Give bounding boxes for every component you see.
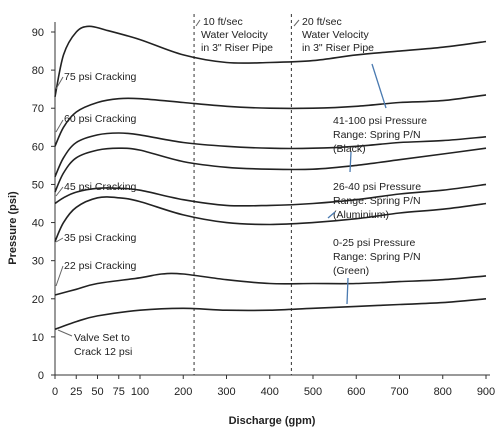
green-spring-line2: Range: Spring P/N [333,251,421,263]
black-spring-line3: (Black) [333,143,366,155]
pressure-curve-8 [54,298,487,331]
x-tick-label: 75 [113,386,125,398]
leader-v10 [195,19,201,27]
leader-60 [55,119,64,133]
x-tick-label: 700 [390,386,408,398]
leader-45 [55,186,64,197]
y-tick-label: 80 [32,65,44,77]
y-tick-label: 0 [38,370,44,382]
pressure-curve-4 [54,147,487,193]
leader-35 [55,237,64,243]
v20-label-line1: 20 ft/sec [302,16,342,28]
y-tick-label: 20 [32,294,44,306]
aluminium-spring-line3: (Aluminium) [333,209,389,221]
y-tick-label: 70 [32,103,44,115]
black-spring-line1: 41-100 psi Pressure [333,115,427,127]
leader-green-spring [346,277,349,305]
leader-12 [57,329,73,337]
green-spring-line3: (Green) [333,265,369,277]
v20-label-line3: in 3" Riser Pipe [302,42,374,54]
v10-label-line1: 10 ft/sec [203,16,243,28]
label-35-psi: 35 psi Cracking [64,232,137,244]
label-12-psi-line2: Crack 12 psi [74,346,132,358]
x-tick-label: 400 [261,386,279,398]
x-tick-label: 300 [217,386,235,398]
x-tick-label: 0 [52,386,58,398]
leader-aluminium-spring-2 [327,211,336,219]
tick-labels: 0 25 50 75 100 200 300 400 500 600 700 800 900 0 10 20 3… [32,27,495,398]
leader-22 [55,265,64,287]
aluminium-spring-line1: 26-40 psi Pressure [333,181,421,193]
y-tick-label: 60 [32,141,44,153]
pressure-curve-5 [54,183,487,207]
label-75-psi: 75 psi Cracking [64,71,137,83]
y-axis-label: Pressure (psi) [7,191,19,265]
pressure-curve-2 [54,94,487,147]
leader-black-spring [371,63,387,109]
label-45-psi: 45 psi Cracking [64,181,137,193]
aluminium-spring-line2: Range: Spring P/N [333,195,421,207]
pressure-curve-1 [54,25,487,97]
label-12-psi-line1: Valve Set to [74,332,130,344]
y-tick-label: 90 [32,27,44,39]
curves [54,25,487,331]
leader-v20 [293,19,300,27]
v20-label-line2: Water Velocity [302,29,369,41]
pressure-curve-3 [54,132,487,178]
v10-label-line2: Water Velocity [201,29,268,41]
leader-75 [55,76,64,90]
green-spring-line1: 0-25 psi Pressure [333,237,415,249]
leader-aluminium-spring [349,151,352,173]
pressure-curve-6 [54,196,487,242]
x-tick-label: 800 [434,386,452,398]
y-tick-label: 40 [32,218,44,230]
pressure-curve-7 [54,272,487,296]
x-tick-label: 900 [477,386,495,398]
y-tick-label: 10 [32,332,44,344]
x-axis-label: Discharge (gpm) [229,415,316,427]
black-spring-line2: Range: Spring P/N [333,129,421,141]
label-60-psi: 60 psi Cracking [64,113,137,125]
x-tick-label: 25 [70,386,82,398]
v10-label-line3: in 3" Riser Pipe [201,42,273,54]
x-tick-label: 500 [304,386,322,398]
label-22-psi: 22 psi Cracking [64,260,137,272]
axes [51,22,490,379]
y-tick-label: 30 [32,256,44,268]
y-tick-label: 50 [32,179,44,191]
reference-lines [193,14,292,375]
x-tick-label: 600 [347,386,365,398]
x-tick-label: 100 [131,386,149,398]
x-tick-label: 50 [91,386,103,398]
x-tick-label: 200 [174,386,192,398]
